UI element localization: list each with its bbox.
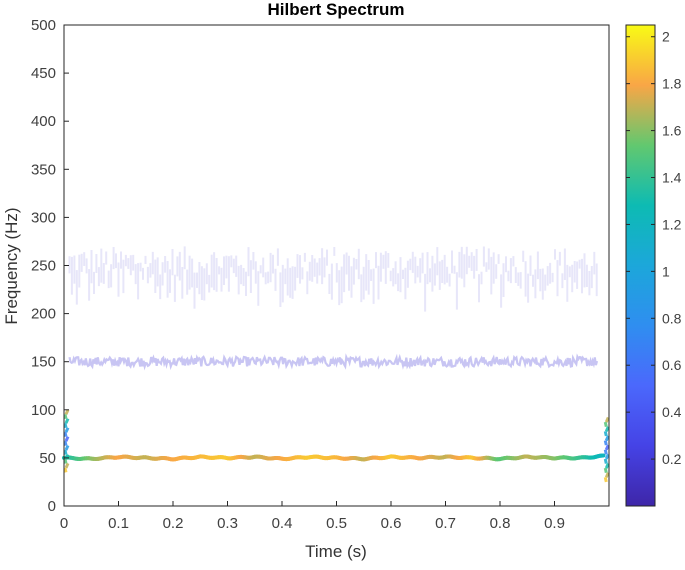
edge-effect-segment [66, 463, 68, 468]
edge-effect-segment [65, 450, 66, 455]
colorbar: 0.2 0.4 0.6 0.8 1 1.2 1.4 1.6 1.8 2 [626, 25, 682, 506]
colorbar-tick-label: 1 [662, 263, 670, 279]
x-tick-label: 0 [60, 515, 68, 532]
plot-area: 0 0.1 0.2 0.3 0.4 0.5 0.6 0.7 0.8 0.9 0 50 100 150 20… [31, 17, 609, 532]
y-tick-label: 100 [31, 402, 56, 419]
edge-effect-segment [65, 441, 66, 445]
edge-effect-segment [65, 459, 66, 464]
colorbar-tick-label: 0.4 [662, 404, 682, 420]
edge-effect-segment [606, 454, 608, 459]
x-tick-label: 0.7 [435, 515, 456, 532]
x-tick-label: 0.8 [490, 515, 511, 532]
colorbar-tick-label: 1.4 [662, 170, 682, 186]
edge-effect-segment [605, 431, 606, 436]
colorbar-tick-label: 2 [662, 29, 670, 45]
x-tick-label: 0.3 [217, 515, 238, 532]
edge-effect-segment [605, 477, 606, 482]
edge-effect-segment [606, 436, 608, 441]
edge-effect-segment [606, 427, 608, 432]
x-axis-label: Time (s) [305, 542, 367, 561]
edge-effect-segment [66, 428, 68, 432]
colorbar-tick-label: 0.6 [662, 357, 682, 373]
colorbar-tick-label: 0.8 [662, 310, 682, 326]
edge-effect-segment [65, 414, 66, 418]
edge-effect-segment [65, 432, 66, 437]
edge-effect-segment [606, 473, 608, 478]
x-tick-label: 0.1 [108, 515, 129, 532]
edge-effect-segment [66, 410, 68, 415]
y-tick-label: 450 [31, 65, 56, 82]
y-tick-label: 500 [31, 17, 56, 34]
chart-title: Hilbert Spectrum [268, 0, 405, 19]
edge-effect-segment [66, 437, 68, 442]
colorbar-tick-label: 1.8 [662, 76, 682, 92]
y-tick-label: 250 [31, 258, 56, 275]
y-tick-label: 50 [39, 450, 56, 467]
x-tick-label: 0.9 [544, 515, 565, 532]
y-axis: 0 50 100 150 200 250 300 350 400 450 500 [31, 17, 69, 515]
colorbar-tick-label: 1.6 [662, 123, 682, 139]
colorbar-tick-label: 0.2 [662, 451, 682, 467]
edge-effect-segment [605, 468, 606, 473]
y-tick-label: 150 [31, 354, 56, 371]
y-tick-label: 300 [31, 209, 56, 226]
y-tick-label: 400 [31, 113, 56, 130]
x-tick-label: 0.5 [326, 515, 347, 532]
edge-effect-segment [66, 446, 68, 451]
edge-effect-segment [605, 459, 606, 464]
x-tick-label: 0.2 [163, 515, 184, 532]
y-tick-label: 0 [48, 498, 56, 515]
edge-effect-segment [65, 423, 66, 428]
y-tick-label: 200 [31, 306, 56, 323]
edge-effect-segment [606, 445, 608, 450]
edge-effect-segment [605, 422, 606, 427]
colorbar-gradient [626, 25, 655, 506]
y-tick-label: 350 [31, 161, 56, 178]
edge-effect-segment [605, 441, 606, 446]
colorbar-tick-label: 1.2 [662, 216, 682, 232]
edge-effect-segment [65, 468, 66, 472]
edge-effect-segment [606, 464, 608, 469]
edge-effect-segment [605, 450, 606, 455]
x-tick-label: 0.6 [381, 515, 402, 532]
band-50hz [64, 456, 604, 460]
edge-effect-segment [66, 419, 68, 424]
x-tick-label: 0.4 [272, 515, 293, 532]
y-axis-label: Frequency (Hz) [2, 207, 21, 324]
edge-effect-segment [606, 418, 608, 423]
